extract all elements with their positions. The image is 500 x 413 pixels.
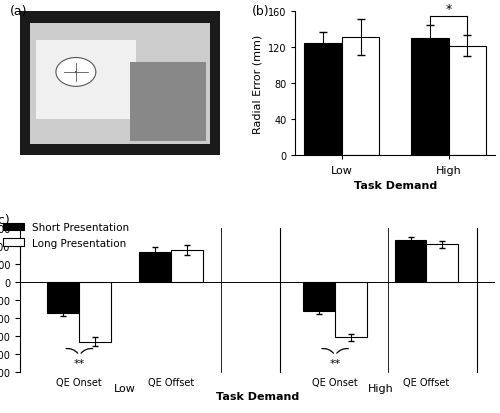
Bar [139,253,170,282]
Bar [411,39,449,156]
Text: Task Demand: Task Demand [216,392,299,401]
Text: QE Offset: QE Offset [404,377,450,387]
Text: QE Offset: QE Offset [148,377,194,387]
Bar [48,282,80,313]
Bar [80,282,112,342]
Legend: Short Presentation, Long Presentation: Short Presentation, Long Presentation [0,219,134,252]
Circle shape [56,58,96,87]
Text: **: ** [74,358,85,368]
Text: *: * [446,3,452,16]
Bar [304,44,342,156]
Bar [335,282,367,337]
Circle shape [75,72,77,74]
Bar [394,240,426,282]
Bar [170,250,202,282]
X-axis label: Task Demand: Task Demand [354,180,437,191]
Bar [130,63,206,142]
Bar [426,244,458,282]
Text: High: High [368,383,394,393]
Bar [30,24,210,145]
Bar [448,47,486,156]
Text: Low: Low [114,383,136,393]
Text: (a): (a) [10,5,28,18]
Bar [303,282,335,311]
Text: **: ** [330,358,341,368]
Y-axis label: Radial Error (mm): Radial Error (mm) [252,35,262,134]
Bar [342,38,379,156]
Text: (b): (b) [252,5,269,18]
Text: QE Onset: QE Onset [312,377,358,387]
Bar [36,41,136,120]
Text: QE Onset: QE Onset [56,377,102,387]
Text: (c): (c) [0,214,10,227]
